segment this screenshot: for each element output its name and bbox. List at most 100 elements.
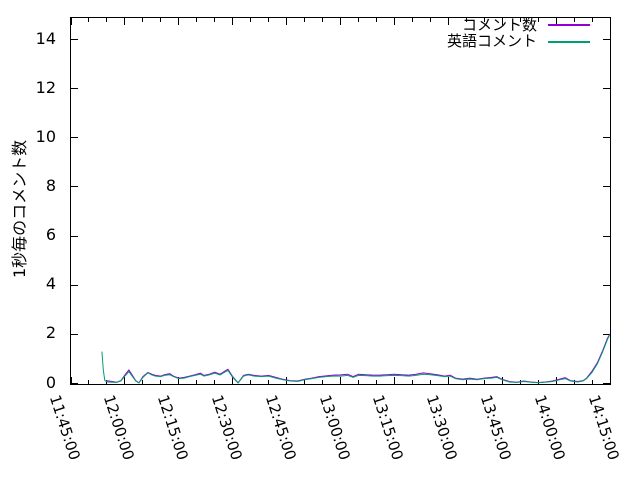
x-major-tick <box>447 377 449 384</box>
legend-label-english: 英語コメント <box>446 32 537 50</box>
x-tick-label: 11:45:00 <box>45 392 84 463</box>
y-tick-label: 0 <box>45 372 56 392</box>
x-minor-tick <box>88 380 90 384</box>
y-major-tick-right <box>603 235 610 237</box>
x-minor-tick <box>465 380 467 384</box>
x-tick-label: 12:15:00 <box>153 392 192 463</box>
x-major-tick-top <box>178 18 180 25</box>
y-tick-label: 12 <box>35 77 56 97</box>
x-tick-label: 14:00:00 <box>530 392 569 463</box>
x-major-tick-top <box>124 18 126 25</box>
x-minor-tick-top <box>357 18 359 22</box>
x-minor-tick <box>483 380 485 384</box>
x-major-tick-top <box>70 18 72 25</box>
x-minor-tick-top <box>465 18 467 22</box>
y-major-tick-right <box>603 333 610 335</box>
x-major-tick <box>340 377 341 384</box>
x-minor-tick-top <box>537 18 539 22</box>
x-major-tick <box>178 377 180 384</box>
series-line-1 <box>101 334 610 384</box>
x-minor-tick <box>214 380 216 384</box>
x-major-tick <box>393 377 395 384</box>
y-tick-label: 8 <box>45 175 56 195</box>
y-major-tick-right <box>603 186 610 188</box>
x-minor-tick-top <box>160 18 162 22</box>
x-minor-tick-top <box>591 18 593 22</box>
x-tick-label: 12:00:00 <box>99 392 138 463</box>
x-minor-tick-top <box>214 18 216 22</box>
series-plot <box>101 333 610 384</box>
x-tick-label: 13:00:00 <box>315 392 354 463</box>
y-tick-label: 4 <box>45 274 56 294</box>
x-minor-tick-top <box>142 18 144 22</box>
x-tick-label: 13:15:00 <box>369 392 408 463</box>
x-minor-tick <box>429 380 431 384</box>
x-major-tick-top <box>501 18 503 25</box>
x-minor-tick <box>375 380 377 384</box>
y-tick-label: 2 <box>45 323 56 343</box>
x-minor-tick <box>250 380 252 384</box>
x-major-tick <box>501 377 503 384</box>
y-major-tick-right <box>603 39 610 41</box>
y-tick-label: 10 <box>35 126 56 146</box>
y-major-tick <box>71 383 78 384</box>
y-tick-label: 14 <box>35 28 56 48</box>
y-tick-label: 6 <box>45 225 56 245</box>
y-major-tick-right <box>603 284 610 286</box>
x-major-tick-top <box>609 18 611 25</box>
y-axis-title: 1秒毎のコメント数 <box>10 139 29 278</box>
x-minor-tick <box>322 380 324 384</box>
x-minor-tick-top <box>304 18 306 22</box>
x-tick-label: 12:45:00 <box>261 392 300 463</box>
y-major-tick <box>71 88 78 90</box>
x-minor-tick <box>160 380 162 384</box>
x-minor-tick <box>196 380 198 384</box>
x-minor-tick <box>268 380 270 384</box>
x-minor-tick <box>357 380 359 384</box>
x-minor-tick-top <box>375 18 377 22</box>
x-minor-tick-top <box>322 18 324 22</box>
legend-label-comments: コメント数 <box>461 16 537 34</box>
plot-area <box>70 17 611 385</box>
x-minor-tick <box>573 380 575 384</box>
y-major-tick-right <box>603 137 610 139</box>
legend-swatch-comments <box>548 24 590 26</box>
x-minor-tick-top <box>196 18 198 22</box>
x-minor-tick-top <box>250 18 252 22</box>
legend-swatch-english <box>548 41 590 43</box>
x-minor-tick-top <box>429 18 431 22</box>
x-tick-label: 14:15:00 <box>584 392 623 463</box>
x-major-tick-top <box>447 18 449 25</box>
y-major-tick <box>71 333 78 335</box>
x-minor-tick-top <box>106 18 108 22</box>
x-major-tick-top <box>555 18 557 25</box>
x-minor-tick-top <box>268 18 270 22</box>
x-minor-tick <box>304 380 306 384</box>
x-major-tick-top <box>340 18 341 25</box>
y-major-tick-right <box>603 88 610 90</box>
x-minor-tick <box>142 380 144 384</box>
x-major-tick <box>70 377 72 384</box>
x-major-tick-top <box>286 18 288 25</box>
x-tick-label: 12:30:00 <box>207 392 246 463</box>
y-major-tick-right <box>603 383 610 384</box>
x-minor-tick <box>411 380 413 384</box>
x-minor-tick-top <box>483 18 485 22</box>
y-major-tick <box>71 235 78 237</box>
x-major-tick-top <box>232 18 234 25</box>
x-tick-label: 13:45:00 <box>477 392 515 463</box>
x-major-tick <box>232 377 234 384</box>
x-major-tick <box>609 377 611 384</box>
x-minor-tick-top <box>573 18 575 22</box>
y-major-tick <box>71 39 78 41</box>
y-major-tick <box>71 284 78 286</box>
x-major-tick <box>124 377 126 384</box>
x-minor-tick-top <box>88 18 90 22</box>
x-minor-tick <box>591 380 593 384</box>
y-major-tick <box>71 137 78 139</box>
x-minor-tick-top <box>519 18 521 22</box>
x-major-tick-top <box>393 18 395 25</box>
x-tick-label: 13:30:00 <box>423 392 462 463</box>
x-minor-tick-top <box>411 18 413 22</box>
